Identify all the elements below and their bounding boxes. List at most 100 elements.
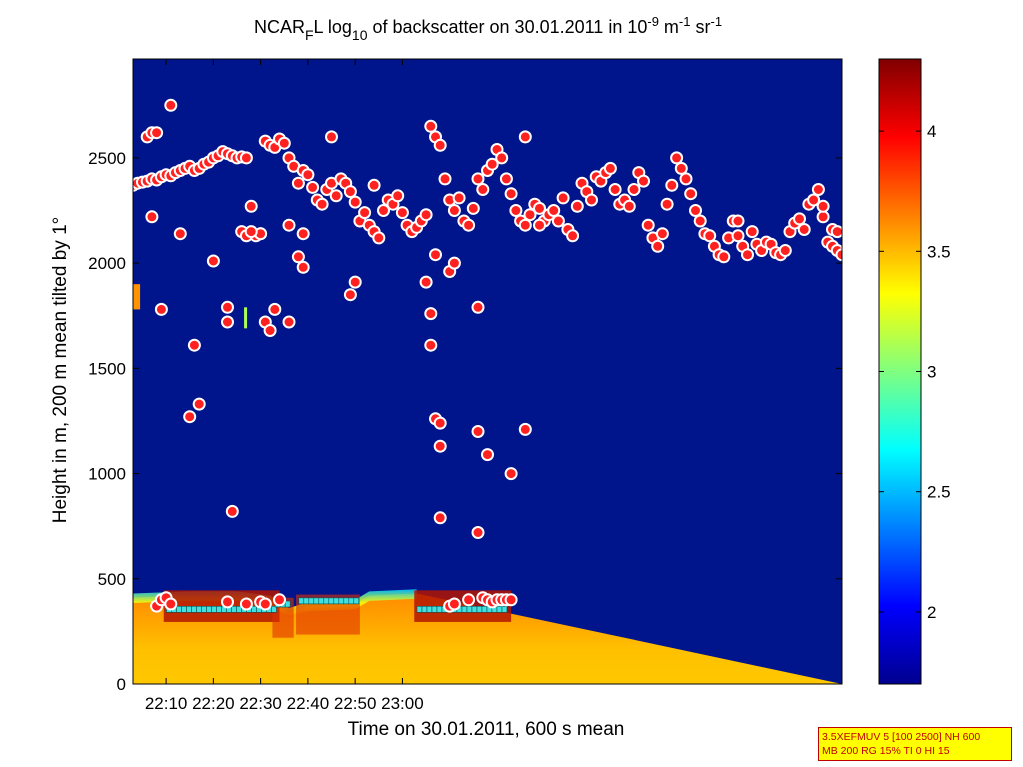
cloud-detection-dot [499, 172, 513, 186]
cloud-detection-dot [183, 410, 197, 424]
cloud-detection-dot [495, 151, 509, 165]
cloud-detection-dot [471, 425, 485, 438]
cloud-detection-dot [481, 448, 494, 462]
cloud-detection-dot [273, 593, 286, 607]
cloud-detection-dot [452, 191, 466, 205]
y-tick-label: 2500 [88, 149, 126, 168]
cloud-detection-dot [244, 225, 258, 239]
cloud-detection-dot [778, 244, 792, 257]
detection-square [496, 605, 503, 613]
cloud-detection-dot [424, 338, 438, 352]
cloud-detection-dot [518, 130, 532, 144]
cloud-detection-dot [343, 288, 357, 302]
detection-square [191, 605, 197, 613]
cloud-detection-dot [277, 136, 291, 150]
detection-square [181, 605, 187, 613]
cloud-detection-dot [476, 183, 490, 196]
cloud-detection-dot [424, 307, 438, 321]
cloud-detection-dot [348, 275, 362, 289]
cloud-detection-dot [462, 218, 476, 232]
cloud-detection-dot [433, 511, 447, 525]
cloud-detection-dot [173, 227, 187, 241]
cloud-detection-dot [263, 324, 277, 337]
plot-area [133, 59, 842, 684]
detection-square [343, 597, 350, 605]
colorbar-axis: 2 2.5 3 3.5 4 [879, 122, 951, 622]
cloud-detection-dot [504, 187, 518, 201]
cloud-detection-dot [433, 416, 447, 430]
cloud-detection-dot [268, 302, 282, 316]
plume-blob [133, 284, 141, 310]
colorbar [878, 58, 922, 685]
cloud-detection-dot [679, 172, 693, 186]
detection-square [318, 597, 325, 605]
cloud-detection-dot [523, 208, 537, 222]
cloud-detection-dot [603, 161, 617, 175]
cloud-detection-dot [258, 597, 272, 611]
cloud-detection-dot [471, 300, 485, 314]
cloud-detection-dot [811, 183, 825, 196]
detection-square [466, 605, 473, 613]
x-tick-label: 22:40 [287, 694, 330, 713]
detection-square [333, 597, 340, 605]
detection-square [416, 605, 423, 613]
cloud-detection-dot [665, 178, 679, 192]
y-tick-label: 500 [98, 570, 126, 589]
cloud-detection-dot [556, 191, 570, 205]
x-tick-label: 22:30 [239, 694, 282, 713]
colorbar-tick-label: 3 [927, 363, 936, 382]
cloud-detection-dot [466, 201, 480, 215]
detection-square [431, 605, 438, 613]
cloud-detection-dot [372, 231, 386, 245]
info-line-1: 3.5XEFMUV 5 [100 2500] NH 600 [822, 731, 981, 743]
cloud-detection-dot [429, 248, 442, 262]
detection-square [211, 605, 217, 613]
cloud-detection-dot [670, 151, 684, 165]
x-tick-label: 23:00 [381, 694, 424, 713]
x-axis: 22:10 22:20 22:30 22:40 22:50 23:00 [145, 59, 424, 713]
cloud-detection-dot [221, 595, 234, 609]
cloud-detection-dot [221, 315, 234, 329]
cloud-detection-dot [447, 256, 461, 270]
cloud-detection-dot [296, 227, 310, 241]
cloud-detection-dot [343, 185, 357, 199]
cloud-detection-dot [504, 593, 518, 607]
cloud-detection-dot [807, 193, 821, 207]
detection-square [471, 605, 478, 613]
detection-square [271, 605, 277, 613]
x-tick-label: 22:20 [192, 694, 235, 713]
cloud-detection-dot [244, 199, 258, 213]
cloud-detection-dot [797, 223, 811, 236]
cloud-detection-dot [447, 204, 461, 217]
detection-square [313, 597, 320, 605]
y-axis-label: Height in m, 200 m mean tilted by 1° [50, 217, 71, 523]
cloud-detection-dot [745, 225, 759, 239]
cloud-detection-dot [329, 189, 343, 203]
detection-square [251, 605, 257, 613]
cloud-detection-dot [419, 275, 433, 289]
cloud-detection-dot [296, 260, 310, 274]
detection-square [216, 605, 222, 613]
detection-square [476, 605, 483, 613]
cloud-detection-dot [693, 214, 707, 228]
detection-square [481, 605, 488, 613]
cloud-detection-dot [570, 199, 584, 213]
cloud-detection-dot [471, 526, 485, 539]
cloud-detection-dot [301, 168, 315, 182]
detection-square [323, 597, 330, 605]
cloud-detection-dot [419, 208, 433, 222]
detection-square [421, 605, 428, 613]
colorbar-tick-label: 2.5 [927, 483, 951, 502]
colorbar-tick-label: 3.5 [927, 242, 951, 261]
cloud-detection-dot [187, 338, 201, 352]
cloud-detection-dot [150, 126, 164, 140]
detection-square [328, 597, 335, 605]
detection-square [436, 605, 443, 613]
cloud-detection-dot [325, 130, 338, 144]
cloud-detection-dot [282, 315, 296, 329]
cloud-detection-dot [206, 254, 220, 268]
cloud-detection-dot [225, 504, 239, 518]
detection-square [186, 605, 192, 613]
cloud-detection-dot [660, 197, 674, 211]
cloud-detection-dot [395, 206, 409, 220]
